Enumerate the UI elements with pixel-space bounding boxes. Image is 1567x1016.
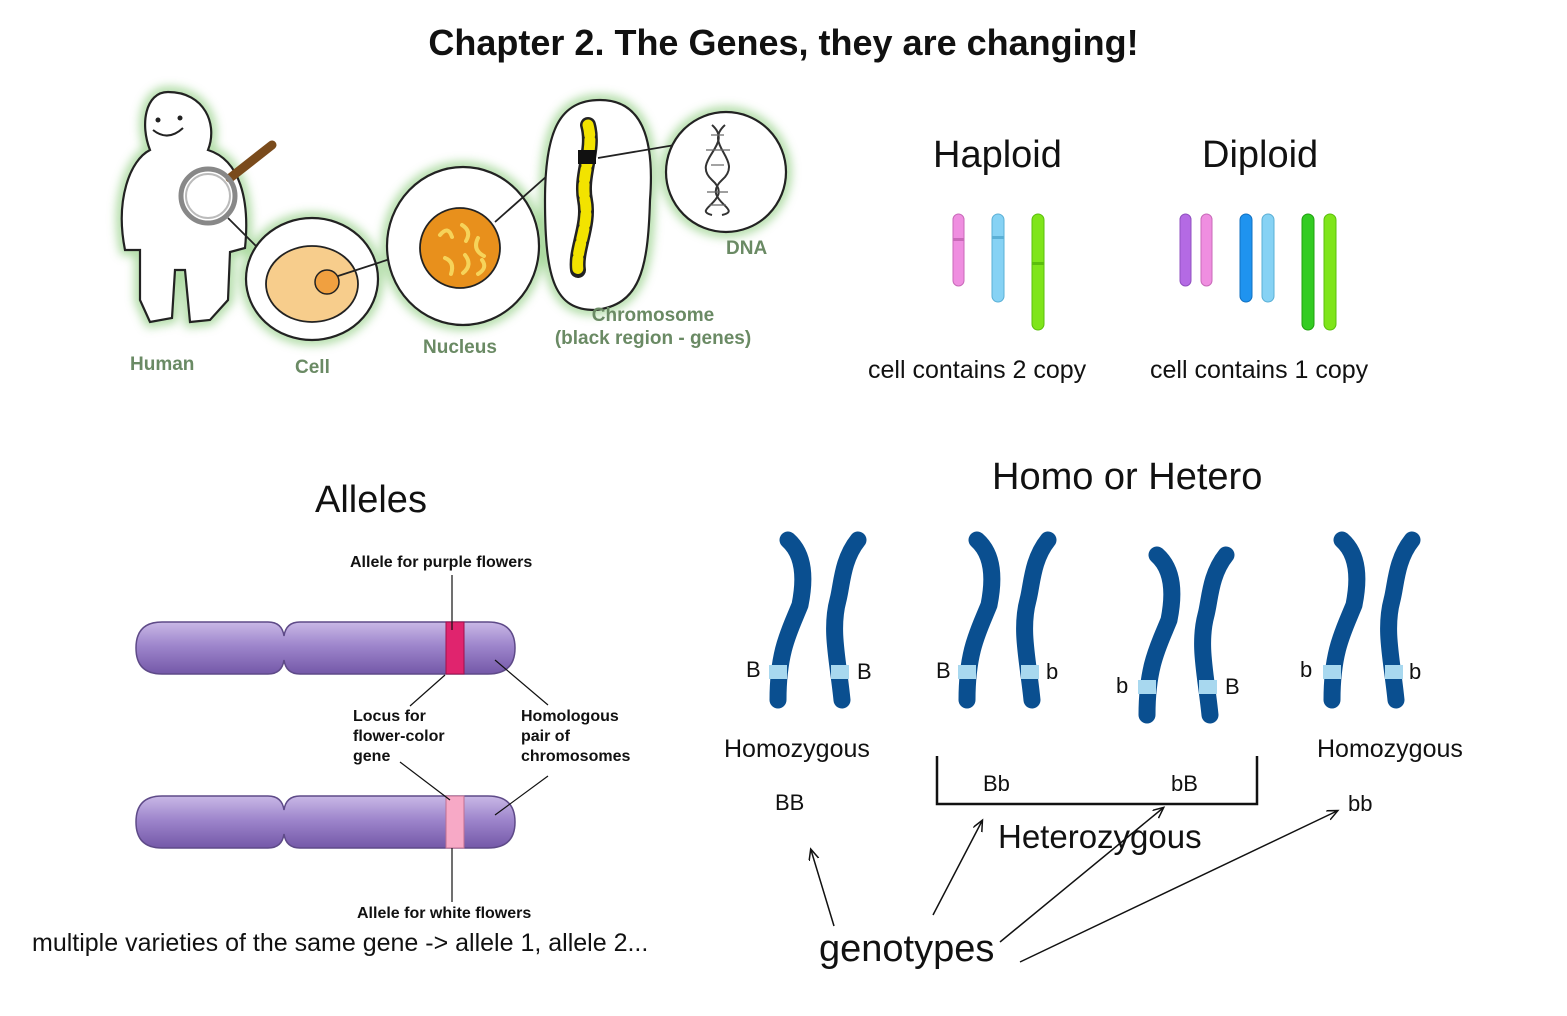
genotypes-label: genotypes (819, 928, 995, 970)
genotype-arrows (811, 808, 1337, 963)
pair3-left-gene: b (1116, 673, 1129, 698)
chromosome-label: Chromosome (591, 305, 715, 326)
locus-label-line3: gene (353, 748, 391, 765)
dna-label: DNA (726, 238, 768, 259)
locus-label-line1: Locus for (353, 708, 426, 725)
zygosity-heading: Homo or Hetero (992, 456, 1263, 498)
allele-chromosome-top (135, 621, 516, 675)
allele-chromosome-bottom (135, 795, 516, 849)
locus-label-line2: flower-color (353, 728, 445, 745)
heterozygous-label: Heterozygous (998, 818, 1202, 855)
homologous-label-line3: chromosomes (521, 748, 631, 765)
pair2-left-gene: B (936, 658, 951, 683)
haploid-heading: Haploid (933, 134, 1062, 176)
pair4-right-gene: b (1409, 659, 1422, 684)
alleles-heading: Alleles (315, 479, 427, 521)
genotype-BB: BB (775, 790, 805, 815)
heterozygous-bracket (935, 756, 1259, 806)
diploid-chromosomes (1179, 213, 1337, 331)
nucleus-label: Nucleus (423, 337, 497, 358)
genotype-bb: bb (1348, 791, 1373, 816)
pair4-left-gene: b (1300, 657, 1313, 682)
genotype-bB: bB (1171, 771, 1198, 796)
pair1-right-gene: B (857, 659, 872, 684)
pair3-right-gene: B (1225, 674, 1240, 699)
diploid-caption: cell contains 1 copy (1150, 356, 1369, 384)
diploid-heading: Diploid (1202, 134, 1319, 176)
white-allele-label: Allele for white flowers (357, 905, 532, 922)
haploid-chromosomes (952, 213, 1045, 331)
pair1-left-gene: B (746, 657, 761, 682)
alleles-caption: multiple varieties of the same gene -> a… (32, 929, 649, 957)
genotype-Bb: Bb (983, 771, 1010, 796)
chromosome-note-label: (black region - genes) (554, 328, 752, 349)
haploid-caption: cell contains 2 copy (868, 356, 1087, 384)
cell-label: Cell (295, 357, 330, 378)
page-title: Chapter 2. The Genes, they are changing! (428, 22, 1139, 63)
homozygous-left-label: Homozygous (724, 735, 870, 763)
human-label: Human (130, 354, 195, 375)
purple-allele-label: Allele for purple flowers (350, 554, 533, 571)
homozygous-right-label: Homozygous (1317, 735, 1463, 763)
zygosity-chromosomes (769, 531, 1421, 724)
pair2-right-gene: b (1046, 659, 1059, 684)
homologous-label-line1: Homologous (521, 708, 619, 725)
homologous-label-line2: pair of (521, 728, 570, 745)
